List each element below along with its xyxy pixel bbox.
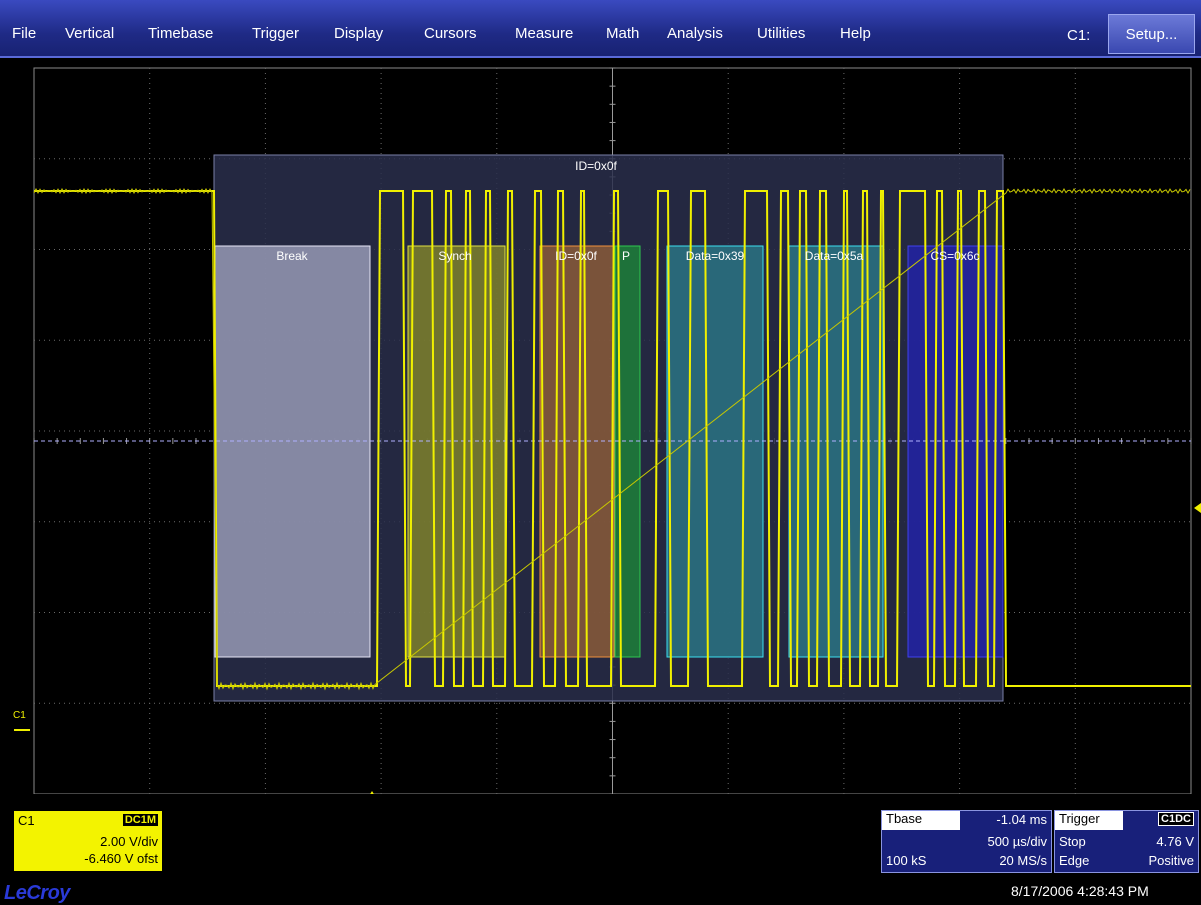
scope-display[interactable]: ID=0x0f Break Synch ID=0x0f P Data=0x39 …	[0, 58, 1201, 794]
trigger-level-marker	[1194, 503, 1201, 513]
menu-help[interactable]: Help	[840, 25, 871, 42]
acquisition-timestamp: 8/17/2006 4:28:43 PM	[1011, 883, 1149, 899]
trigger-label: Trigger	[1055, 811, 1123, 830]
menu-cursors[interactable]: Cursors	[424, 25, 477, 42]
timebase-delay: -1.04 ms	[996, 812, 1047, 827]
volts-per-div: 2.00 V/div	[100, 834, 158, 849]
trigger-mode: Stop	[1059, 834, 1086, 849]
timebase-descriptor[interactable]: Tbase -1.04 ms 500 µs/div 100 kS 20 MS/s	[881, 810, 1052, 873]
menu-measure[interactable]: Measure	[515, 25, 574, 42]
channel1-descriptor[interactable]: C1 DC1M 2.00 V/div -6.460 V ofst	[14, 811, 162, 871]
menu-analysis[interactable]: Analysis	[667, 25, 723, 42]
coupling-badge: DC1M	[122, 814, 158, 826]
sample-count: 100 kS	[886, 853, 927, 868]
menu-trigger[interactable]: Trigger	[252, 25, 299, 42]
trigger-slope: Positive	[1148, 853, 1194, 868]
menu-file[interactable]: File	[12, 25, 37, 42]
menu-utilities[interactable]: Utilities	[757, 25, 806, 42]
decode-field-id	[539, 245, 615, 658]
channel1-waveform-noise	[33, 187, 1191, 691]
active-channel-label: C1:	[1067, 27, 1091, 44]
menu-bar: File Vertical Timebase Trigger Display C…	[0, 0, 1201, 58]
trigger-position-marker	[370, 791, 374, 794]
sample-rate: 20 MS/s	[999, 853, 1047, 868]
decode-label-data1: Data=0x39	[686, 249, 745, 263]
timebase-label: Tbase	[882, 811, 960, 830]
lecroy-logo: LeCroy	[4, 882, 70, 904]
decode-label-synch: Synch	[438, 249, 471, 263]
setup-button[interactable]: Setup...	[1108, 14, 1195, 54]
decode-field-synch	[407, 245, 506, 658]
decode-header-label: ID=0x0f	[575, 159, 617, 173]
channel1-ground-label: C1	[13, 710, 26, 721]
decode-label-parity: P	[622, 249, 630, 263]
time-per-div: 500 µs/div	[987, 834, 1047, 849]
channel1-waveform	[34, 190, 1191, 687]
decode-label-data2: Data=0x5a	[805, 249, 864, 263]
menu-vertical[interactable]: Vertical	[65, 25, 115, 42]
trigger-type: Edge	[1059, 853, 1090, 868]
decode-label-id: ID=0x0f	[555, 249, 597, 263]
decode-field-data1	[666, 245, 764, 658]
offset-value: -6.460 V ofst	[84, 851, 158, 866]
channel1-label: C1	[18, 813, 35, 828]
waveform-grid: ID=0x0f Break Synch ID=0x0f P Data=0x39 …	[13, 67, 1201, 794]
menu-timebase[interactable]: Timebase	[148, 25, 214, 42]
status-area: C1 DC1M 2.00 V/div -6.460 V ofst LeCroy …	[0, 794, 1201, 904]
menu-display[interactable]: Display	[334, 25, 384, 42]
decode-field-break	[214, 245, 371, 658]
trigger-level: 4.76 V	[1156, 834, 1194, 849]
decode-label-break: Break	[276, 249, 308, 263]
trigger-source-badge: C1DC	[1158, 812, 1194, 826]
menu-math[interactable]: Math	[606, 25, 640, 42]
decode-label-checksum: CS=0x6c	[930, 249, 979, 263]
trigger-descriptor[interactable]: Trigger C1DC Stop 4.76 V Edge Positive	[1054, 810, 1199, 873]
